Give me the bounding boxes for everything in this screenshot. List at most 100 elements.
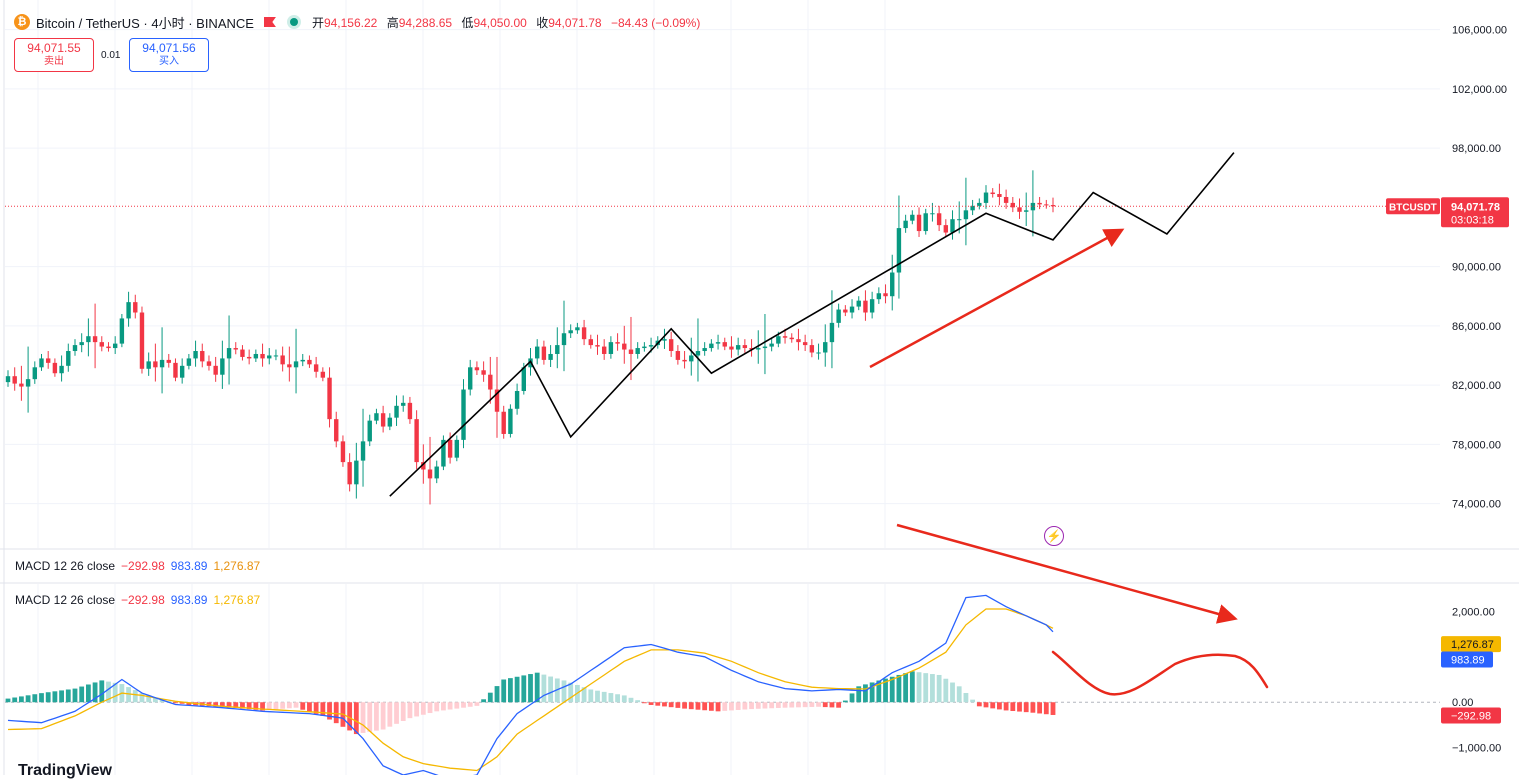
- macd-hist-bar: [427, 702, 433, 714]
- candle-body: [52, 362, 58, 374]
- macd-hist-bar: [280, 702, 286, 709]
- macd-hist-bar: [923, 673, 929, 703]
- candle-body: [146, 361, 151, 369]
- candle-body: [963, 210, 969, 220]
- candle-body: [1037, 202, 1042, 205]
- macd-hist-bar: [447, 702, 453, 710]
- candle-body: [548, 353, 553, 360]
- candle-body: [434, 466, 439, 479]
- macd-hist-bar: [842, 700, 848, 703]
- candle-body: [5, 376, 11, 383]
- candle-body: [715, 342, 721, 344]
- macd-hist-bar: [441, 702, 446, 711]
- candle-body: [628, 349, 634, 354]
- candle-body: [990, 192, 995, 195]
- candle-body: [494, 389, 500, 412]
- candle-body: [106, 346, 111, 349]
- macd-hist-bar: [72, 688, 78, 703]
- macd-hist-bar: [85, 684, 91, 703]
- macd-hist-bar: [39, 693, 44, 703]
- macd-hist-bar: [963, 692, 969, 703]
- tradingview-logo: TradingView: [18, 762, 112, 780]
- candle-body: [179, 365, 185, 378]
- candle-body: [1017, 207, 1022, 212]
- candle-body: [401, 402, 406, 406]
- zigzag-trendline: [389, 152, 1235, 497]
- candle-body: [25, 379, 31, 387]
- candle-body: [836, 309, 841, 323]
- macd-hist-bar: [628, 697, 634, 703]
- candle-body: [916, 214, 922, 232]
- signal-badge-value: 1,276.87: [1451, 639, 1494, 651]
- macd-hist-bar: [92, 682, 98, 703]
- candle-body: [769, 343, 774, 347]
- macd-line: [7, 594, 1054, 775]
- sell-button[interactable]: 94,071.55 卖出: [14, 38, 94, 72]
- macd-axis-tick: 2,000.00: [1452, 606, 1495, 618]
- candle-body: [340, 441, 346, 463]
- candle-body: [474, 367, 480, 371]
- candle-body: [119, 318, 125, 344]
- macd-legend-2-signal: 1,276.87: [213, 593, 261, 607]
- macd-hist-bar: [112, 682, 118, 703]
- macd-legend-1[interactable]: MACD 12 26 close −292.98 983.89 1,276.87: [15, 559, 260, 573]
- candle-body: [66, 351, 71, 366]
- candle-body: [568, 330, 573, 334]
- candle-body: [12, 376, 17, 384]
- macd-hist-bar: [816, 702, 821, 707]
- flag-icon[interactable]: [263, 17, 276, 27]
- candle-body: [380, 413, 386, 427]
- price-axis-tick: 102,000.00: [1452, 84, 1507, 96]
- candle-body: [802, 342, 808, 346]
- candle-body: [756, 348, 761, 350]
- macd-hist-bar: [394, 702, 399, 724]
- hist-badge: [1441, 707, 1501, 724]
- macd-hist-bar: [775, 702, 781, 708]
- arrow-up: [869, 228, 1125, 369]
- macd-hist-bar: [930, 674, 935, 703]
- candle-body: [481, 370, 486, 375]
- macd-hist-bar: [139, 693, 145, 703]
- ohlc-high: 94,288.65: [398, 15, 453, 30]
- macd-hist-bar: [641, 702, 647, 704]
- arrow-down: [896, 523, 1238, 624]
- macd-hist-bar: [983, 702, 989, 708]
- macd-hist-bar: [635, 700, 641, 703]
- macd-hist-bar: [1017, 702, 1022, 712]
- candle-body: [601, 346, 607, 354]
- bitcoin-icon: ₿: [14, 14, 30, 30]
- macd-legend-1-macd: 983.89: [170, 559, 208, 573]
- candle-body: [936, 213, 942, 226]
- macd-hist-bar: [514, 676, 520, 703]
- macd-hist-bar: [146, 695, 152, 703]
- candle-body: [1050, 205, 1056, 207]
- candle-body: [313, 364, 319, 372]
- candle-body: [468, 367, 473, 390]
- macd-hist-bar: [1043, 702, 1049, 715]
- macd-hist-bar: [769, 702, 775, 709]
- candle-body: [648, 345, 654, 347]
- candle-body: [367, 420, 372, 442]
- buy-button[interactable]: 94,071.56 买入: [129, 38, 209, 72]
- candle-body: [280, 355, 285, 365]
- ohlc-low: 94,050.00: [473, 15, 527, 30]
- candle-body: [186, 358, 192, 366]
- candle-body: [823, 342, 828, 353]
- macd-hist-bar: [240, 702, 245, 709]
- macd-hist-bar: [950, 682, 955, 703]
- candle-body: [273, 355, 279, 357]
- candle-body: [896, 228, 902, 273]
- macd-hist-bar: [595, 690, 600, 703]
- candle-body: [608, 342, 614, 354]
- macd-hist-bar: [313, 702, 319, 714]
- symbol-title[interactable]: Bitcoin / TetherUS · 4小时 · BINANCE: [36, 15, 254, 31]
- macd-hist-bar: [494, 686, 500, 703]
- candle-body: [662, 339, 667, 341]
- price-axis-tick: 82,000.00: [1452, 380, 1501, 392]
- lightning-icon[interactable]: ⚡: [1044, 526, 1064, 546]
- macd-hist-bar: [367, 702, 373, 732]
- candle-body: [689, 355, 694, 362]
- macd-legend-2[interactable]: MACD 12 26 close −292.98 983.89 1,276.87: [15, 593, 260, 607]
- candle-body: [461, 389, 466, 440]
